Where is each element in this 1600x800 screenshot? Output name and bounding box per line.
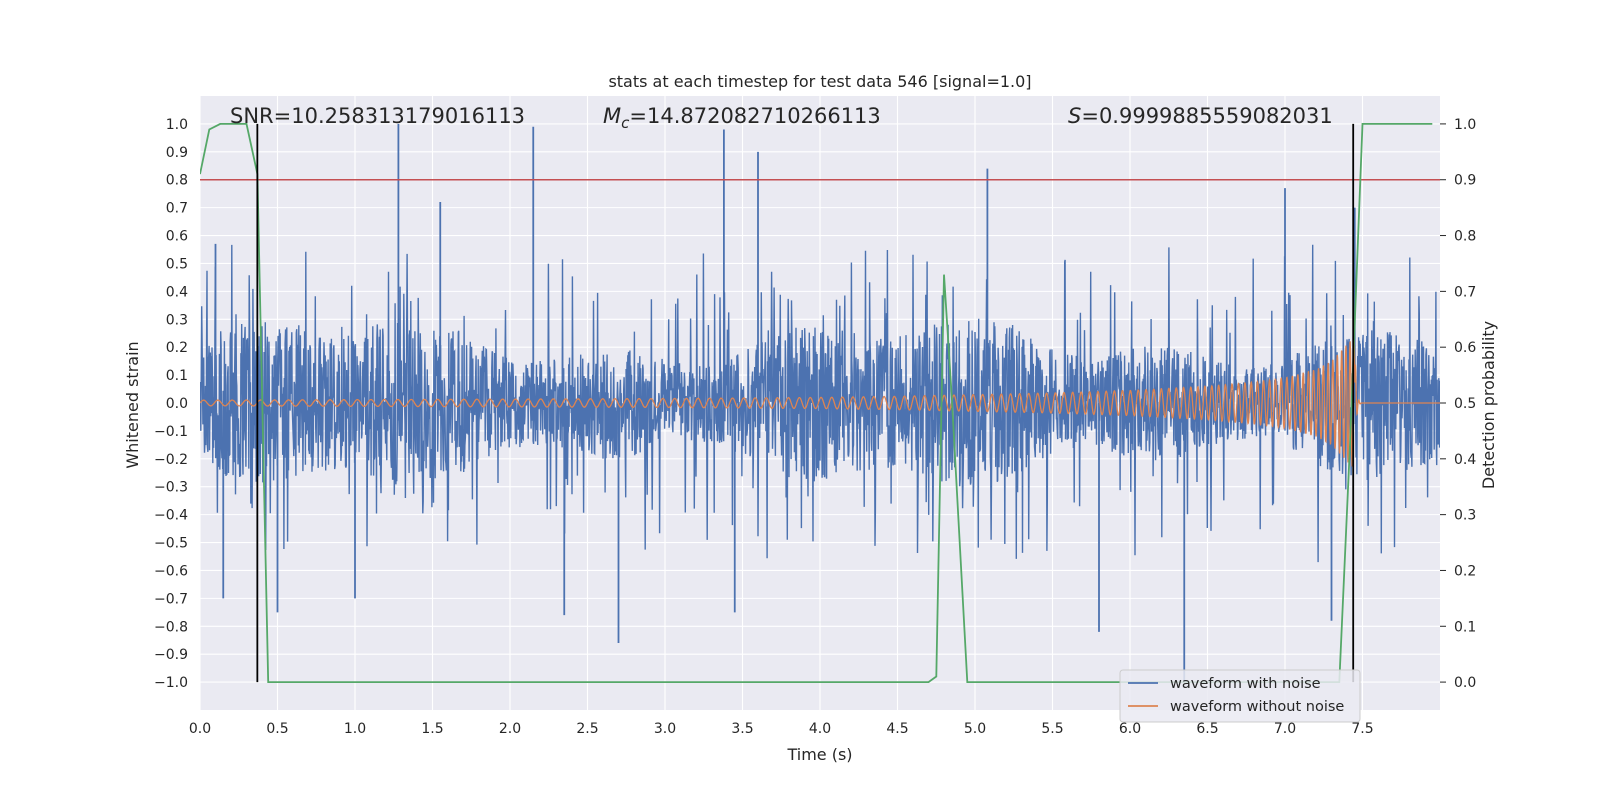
x-tick-label: 3.5 xyxy=(731,721,753,737)
y-tick-label: −0.2 xyxy=(154,452,188,468)
x-tick-label: 1.5 xyxy=(421,721,443,737)
x-tick-label: 1.0 xyxy=(344,721,366,737)
y-tick-label: −0.9 xyxy=(154,647,188,663)
y-right-tick-label: 0.4 xyxy=(1454,452,1476,468)
chirp-mass-value: =14.872082710266113 xyxy=(629,104,880,128)
y-tick-label: 0.7 xyxy=(166,201,188,217)
y-tick-label: 0.6 xyxy=(166,229,188,245)
x-tick-label: 6.5 xyxy=(1196,721,1218,737)
y-ticks-left: 1.0 0.9 0.8 0.7 0.6 0.5 0.4 0.3 0.2 0.1 0.0 −0.1 −0.… xyxy=(154,117,188,691)
y-tick-label: −0.5 xyxy=(154,536,188,552)
x-tick-label: 4.5 xyxy=(886,721,908,737)
y-tick-label: −0.6 xyxy=(154,563,188,579)
legend-label-noise: waveform with noise xyxy=(1170,676,1321,692)
legend: waveform with noise waveform without noi… xyxy=(1119,669,1361,723)
y-right-tick-label: 0.6 xyxy=(1454,340,1476,356)
y-tick-label: −0.1 xyxy=(154,424,188,440)
y-right-tick-label: 0.5 xyxy=(1454,396,1476,412)
chirp-mass-symbol: M xyxy=(603,104,621,128)
y-tick-label: 0.2 xyxy=(166,340,188,356)
y-tick-label: −0.3 xyxy=(154,480,188,496)
data-layer xyxy=(200,123,1440,683)
y-tick-label: 1.0 xyxy=(166,117,188,133)
y-tick-label: 0.3 xyxy=(166,312,188,328)
legend-label-clean: waveform without noise xyxy=(1170,699,1344,715)
x-tick-label: 5.5 xyxy=(1041,721,1063,737)
chirp-mass-annotation: Mc=14.872082710266113 xyxy=(603,104,881,132)
y-tick-label: 0.9 xyxy=(166,145,188,161)
score-value: =0.9999885559082031 xyxy=(1081,104,1332,128)
y-tick-label: −0.4 xyxy=(154,508,188,524)
y-right-tick-label: 0.7 xyxy=(1454,284,1476,300)
x-tick-label: 3.0 xyxy=(654,721,676,737)
x-tick-label: 6.0 xyxy=(1119,721,1141,737)
y-axis-label: Whitened strain xyxy=(123,341,142,468)
chirp-mass-subscript: c xyxy=(621,114,630,132)
detection-probability-line xyxy=(200,123,1433,683)
y-right-tick-label: 0.3 xyxy=(1454,508,1476,524)
y-tick-label: −0.8 xyxy=(154,619,188,635)
snr-annotation: SNR=10.258313179016113 xyxy=(230,104,525,128)
score-symbol: S xyxy=(1068,104,1081,128)
x-tick-label: 7.5 xyxy=(1351,721,1373,737)
y-right-tick-label: 0.1 xyxy=(1454,619,1476,635)
y-tick-label: −0.7 xyxy=(154,591,188,607)
legend-box xyxy=(1119,669,1361,723)
y-tick-label: 0.1 xyxy=(166,368,188,384)
y-right-tick-label: 1.0 xyxy=(1454,117,1476,133)
x-tick-label: 2.5 xyxy=(576,721,598,737)
y-right-tick-label: 0.0 xyxy=(1454,675,1476,691)
x-axis-label: Time (s) xyxy=(786,745,852,764)
y-axis-label-right: Detection probability xyxy=(1479,321,1498,489)
x-tick-label: 2.0 xyxy=(499,721,521,737)
clean-waveform-line xyxy=(200,337,1440,467)
chart-title: stats at each timestep for test data 546… xyxy=(608,72,1031,91)
x-tick-label: 5.0 xyxy=(964,721,986,737)
x-tick-label: 7.0 xyxy=(1274,721,1296,737)
y-ticks-right: 1.0 0.9 0.8 0.7 0.6 0.5 0.4 0.3 0.2 0.1 0.0 xyxy=(1440,117,1476,691)
x-ticks: 0.0 0.5 1.0 1.5 2.0 2.5 3.0 3.5 4.0 4.5 5.0 5.5 6.0 6… xyxy=(189,721,1374,737)
y-tick-label: 0.4 xyxy=(166,284,188,300)
y-tick-label: 0.0 xyxy=(166,396,188,412)
y-tick-label: −1.0 xyxy=(154,675,188,691)
x-tick-label: 0.0 xyxy=(189,721,211,737)
y-right-tick-label: 0.2 xyxy=(1454,563,1476,579)
score-annotation: S=0.9999885559082031 xyxy=(1068,104,1333,128)
y-right-tick-label: 0.8 xyxy=(1454,229,1476,245)
y-tick-label: 0.5 xyxy=(166,256,188,272)
y-right-tick-label: 0.9 xyxy=(1454,173,1476,189)
x-tick-label: 0.5 xyxy=(266,721,288,737)
y-tick-label: 0.8 xyxy=(166,173,188,189)
x-tick-label: 4.0 xyxy=(809,721,831,737)
